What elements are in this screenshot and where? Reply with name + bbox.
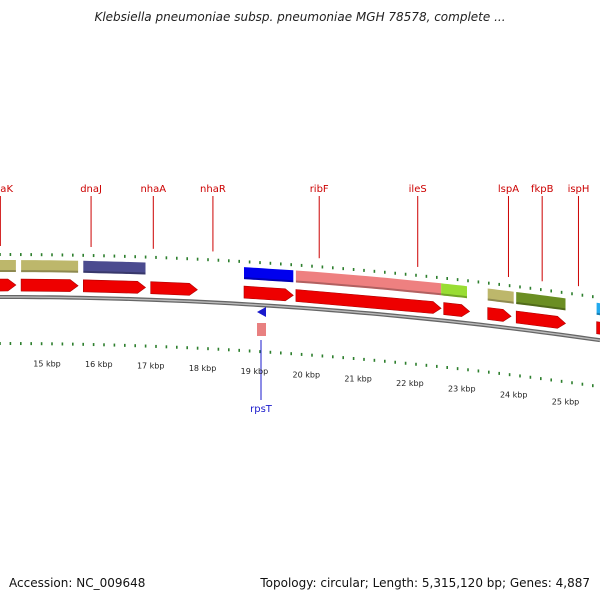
gene-label-dnaj[interactable]: dnaJ (80, 184, 102, 195)
forward-cds-arrow (150, 281, 198, 296)
reverse-feature-bar (257, 323, 266, 336)
kbp-tick-label: 18 kbp (189, 364, 217, 373)
feature-bar (83, 260, 146, 275)
feature-bar (21, 260, 79, 273)
feature-bar-shadow (441, 293, 467, 299)
forward-cds-track (0, 278, 600, 335)
feature-bar (244, 267, 294, 283)
feature-bar (596, 302, 600, 316)
gene-label-ribf[interactable]: ribF (310, 184, 329, 195)
backbone-line (0, 295, 600, 343)
forward-cds-arrow (443, 302, 471, 317)
genome-summary-text: Topology: circular; Length: 5,315,120 bp… (260, 576, 590, 590)
kbp-tick-label: 25 kbp (552, 397, 580, 406)
gene-label-nhar[interactable]: nhaR (200, 184, 226, 195)
forward-cds-arrow (0, 278, 17, 292)
kbp-tick-label: 16 kbp (85, 360, 113, 369)
feature-bar-shadow (83, 270, 146, 275)
kbp-tick-label: 15 kbp (33, 359, 61, 368)
feature-bar-shadow (0, 270, 16, 272)
gene-label-lspa[interactable]: lspA (498, 184, 519, 195)
kbp-tick-label: 21 kbp (344, 374, 372, 383)
forward-cds-arrow (243, 285, 294, 302)
forward-cds-arrow (20, 278, 79, 292)
feature-bar-shadow (244, 277, 294, 283)
reverse-cds-track: rpsT (250, 307, 273, 415)
kbp-tick-label: 20 kbp (293, 370, 321, 379)
forward-cds-arrow (487, 307, 512, 322)
feature-bar (487, 288, 514, 304)
backbone-highlight (0, 296, 600, 341)
gene-label-fkpb[interactable]: fkpB (531, 184, 554, 195)
genome-backbone (0, 295, 600, 343)
gene-label-isph[interactable]: ispH (568, 184, 590, 195)
kbp-tick-label: 17 kbp (137, 362, 165, 371)
gene-label-dnak[interactable]: dnaK (0, 184, 13, 195)
gene-label-iles[interactable]: ileS (409, 184, 427, 195)
gene-label-rpst[interactable]: rpsT (250, 404, 273, 415)
feature-track (0, 260, 600, 316)
feature-bar-shadow (516, 302, 566, 311)
kbp-tick-label: 23 kbp (448, 385, 476, 394)
map-title: Klebsiella pneumoniae subsp. pneumoniae … (94, 10, 506, 24)
kbp-tick-label: 22 kbp (396, 379, 424, 388)
feature-bar (295, 270, 442, 296)
gene-label-nhaa[interactable]: nhaA (140, 184, 166, 195)
gene-labels: dnaK dnaJ nhaA nhaR ribF ileS lspA fkpB ispH (0, 184, 590, 287)
kbp-scale: 15 kbp 16 kbp 17 kbp 18 kbp 19 kbp 20 kbp 21 k… (33, 359, 579, 406)
feature-bar (0, 260, 16, 272)
forward-cds-arrow (83, 279, 147, 294)
feature-bar-shadow (596, 312, 600, 316)
forward-cds-arrow (596, 321, 600, 335)
feature-bar-shadow (487, 298, 514, 304)
forward-cds-arrow (515, 310, 567, 329)
kbp-tick-label: 24 kbp (500, 391, 528, 400)
kbp-tick-label: 19 kbp (241, 367, 269, 376)
minor-ticks-inner (0, 342, 594, 388)
feature-bar-shadow (21, 270, 79, 273)
forward-cds-arrow (295, 289, 442, 314)
accession-text: Accession: NC_009648 (9, 576, 146, 590)
feature-bar (441, 283, 467, 299)
reverse-cds-arrow (257, 307, 266, 317)
minor-ticks-outer (0, 253, 594, 299)
feature-bar-shadow (295, 280, 442, 296)
feature-bar (516, 292, 566, 311)
